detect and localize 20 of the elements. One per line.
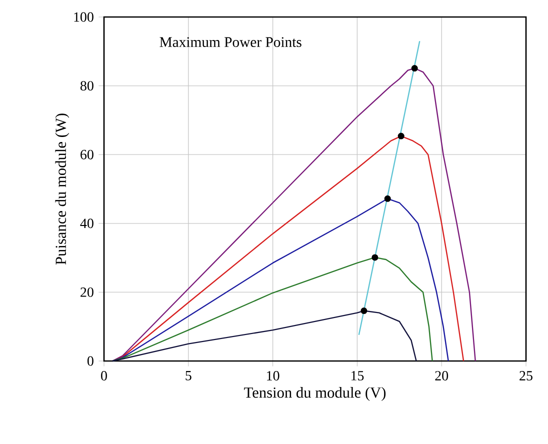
y-axis-title: Puisance du module (W)	[55, 114, 70, 265]
x-tick-label: 5	[186, 371, 192, 380]
x-tick-label: 10	[267, 371, 280, 380]
annotation: Maximum Power Points	[160, 37, 302, 48]
x-tick-label: 15	[351, 371, 364, 380]
point	[360, 308, 368, 314]
x-axis-title: Tension du module (V)	[244, 386, 386, 401]
y-tick-label: 40	[80, 218, 94, 228]
y-tick-label: 80	[80, 81, 94, 91]
y-tick-label: 20	[80, 287, 94, 297]
point	[372, 254, 378, 261]
x-tick-label: 0	[101, 371, 107, 380]
point	[411, 64, 418, 72]
y-tick-label: 100	[74, 12, 94, 22]
x-tick-label: 25	[520, 371, 532, 380]
y-tick-label: 0	[87, 356, 94, 366]
point	[384, 195, 391, 202]
y-tick-label: 60	[80, 150, 94, 160]
x-tick-label: 20	[435, 371, 448, 380]
point	[398, 132, 404, 140]
